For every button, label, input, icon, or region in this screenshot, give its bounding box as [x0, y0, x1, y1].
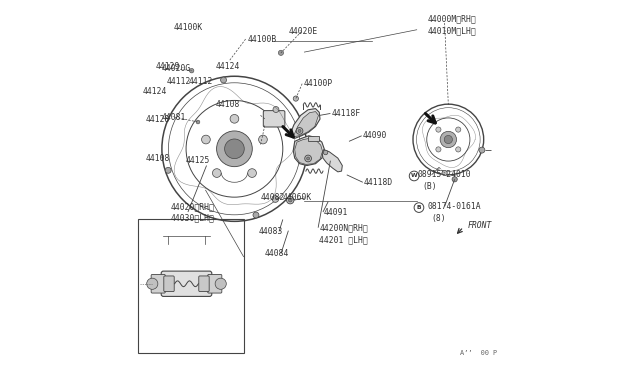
Text: 44118D: 44118D — [364, 178, 393, 187]
Text: A’’  00 P: A’’ 00 P — [460, 350, 497, 356]
Circle shape — [189, 68, 194, 73]
Text: 44108: 44108 — [216, 100, 240, 109]
Circle shape — [323, 150, 328, 155]
Text: 44100B: 44100B — [248, 35, 276, 44]
Circle shape — [298, 124, 303, 130]
Text: 44060K: 44060K — [283, 193, 312, 202]
Text: 44020G: 44020G — [162, 64, 191, 73]
Text: 44030〈LH〉: 44030〈LH〉 — [170, 213, 214, 222]
Circle shape — [259, 135, 268, 144]
Text: 44128: 44128 — [145, 115, 170, 124]
FancyBboxPatch shape — [208, 275, 222, 293]
Text: 44100P: 44100P — [303, 79, 333, 88]
Text: (B): (B) — [422, 182, 437, 191]
Circle shape — [253, 212, 259, 218]
Text: 44020〈RH〉: 44020〈RH〉 — [170, 202, 214, 211]
FancyBboxPatch shape — [263, 110, 285, 127]
Circle shape — [212, 169, 221, 177]
Text: 44201 〈LH〉: 44201 〈LH〉 — [319, 235, 368, 244]
FancyBboxPatch shape — [161, 271, 212, 296]
Circle shape — [165, 167, 171, 173]
Text: 44124: 44124 — [142, 87, 166, 96]
Bar — [308, 136, 319, 141]
Text: 44084: 44084 — [264, 249, 289, 258]
FancyBboxPatch shape — [164, 276, 174, 292]
Text: FRONT: FRONT — [467, 221, 492, 230]
Text: 44091: 44091 — [324, 208, 348, 217]
Circle shape — [221, 77, 227, 83]
Text: 44112: 44112 — [167, 77, 191, 86]
Text: 44100K: 44100K — [173, 23, 203, 32]
Circle shape — [444, 135, 452, 144]
Circle shape — [248, 169, 257, 177]
Text: 44200N〈RH〉: 44200N〈RH〉 — [319, 223, 368, 232]
Circle shape — [440, 131, 456, 148]
Text: 44124: 44124 — [216, 62, 240, 71]
Text: 44082: 44082 — [260, 193, 285, 202]
Bar — [138, 219, 244, 353]
Text: 44129: 44129 — [156, 62, 180, 71]
Text: 44000M〈RH〉: 44000M〈RH〉 — [428, 14, 477, 23]
Polygon shape — [289, 109, 320, 138]
Circle shape — [293, 96, 298, 101]
Circle shape — [436, 127, 441, 132]
Text: B: B — [417, 205, 421, 210]
Circle shape — [272, 196, 278, 202]
FancyBboxPatch shape — [151, 275, 165, 293]
Circle shape — [147, 278, 158, 289]
Circle shape — [442, 170, 447, 176]
Polygon shape — [293, 136, 324, 166]
Text: 44081: 44081 — [162, 113, 186, 122]
Polygon shape — [294, 138, 323, 164]
Circle shape — [298, 129, 301, 132]
Circle shape — [456, 127, 461, 132]
Polygon shape — [322, 150, 342, 172]
Text: 08915-24010: 08915-24010 — [417, 170, 471, 179]
Text: 44010M〈LH〉: 44010M〈LH〉 — [428, 26, 477, 35]
FancyBboxPatch shape — [199, 276, 209, 292]
Circle shape — [307, 157, 310, 160]
Circle shape — [196, 120, 200, 124]
Text: 44125: 44125 — [186, 156, 210, 165]
Circle shape — [296, 128, 303, 134]
Circle shape — [225, 139, 244, 158]
Text: 44118F: 44118F — [331, 109, 360, 118]
Circle shape — [289, 198, 292, 202]
Text: 44108: 44108 — [145, 154, 170, 163]
Circle shape — [456, 147, 461, 152]
Text: 44090: 44090 — [363, 131, 387, 140]
Circle shape — [230, 115, 239, 123]
Text: W: W — [411, 173, 417, 179]
Circle shape — [278, 50, 284, 55]
Text: 08174-0161A: 08174-0161A — [427, 202, 481, 211]
Circle shape — [436, 147, 441, 152]
Circle shape — [216, 131, 252, 167]
Text: (8): (8) — [431, 214, 446, 223]
Circle shape — [479, 147, 485, 153]
Circle shape — [452, 177, 457, 182]
Polygon shape — [293, 112, 319, 137]
Circle shape — [305, 155, 312, 162]
Circle shape — [215, 278, 227, 289]
Circle shape — [273, 106, 279, 112]
Circle shape — [287, 196, 294, 204]
Text: 44112: 44112 — [189, 77, 213, 86]
Circle shape — [202, 135, 211, 144]
Text: 44083: 44083 — [259, 227, 284, 236]
Text: 44020E: 44020E — [289, 27, 317, 36]
